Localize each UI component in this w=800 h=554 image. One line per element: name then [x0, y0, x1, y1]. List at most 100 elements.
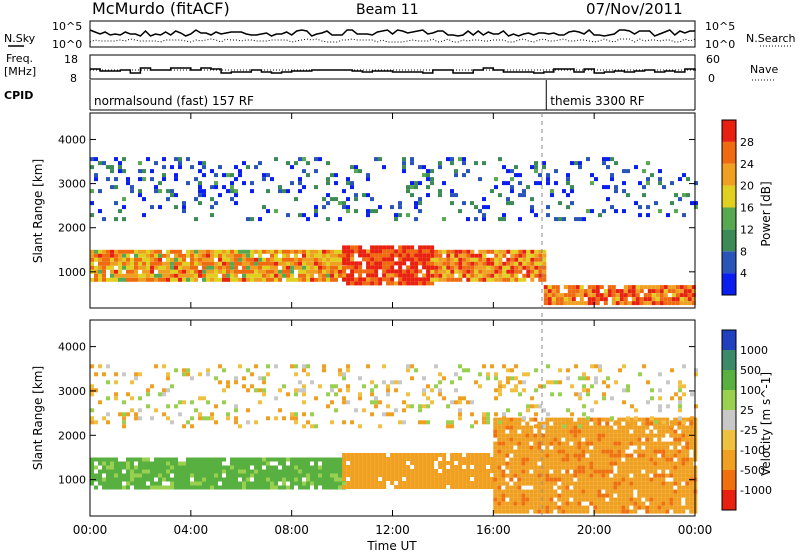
cell: [114, 269, 118, 274]
cell: [374, 277, 379, 282]
cell: [146, 485, 150, 490]
cell: [210, 277, 214, 282]
cell: [607, 293, 612, 298]
cell: [210, 457, 214, 462]
cell: [529, 505, 534, 510]
cell: [278, 469, 282, 474]
cell: [490, 261, 495, 266]
date-title: 07/Nov/2011: [586, 0, 683, 18]
cell: [422, 376, 426, 381]
cell: [521, 481, 526, 486]
cell: [553, 473, 558, 478]
cell: [378, 481, 383, 485]
cell: [589, 465, 594, 470]
cell: [294, 364, 298, 369]
cell: [474, 253, 479, 258]
cell: [517, 417, 522, 422]
cell: [613, 489, 618, 494]
cell: [162, 177, 166, 182]
cell: [434, 269, 439, 274]
cell: [254, 420, 258, 425]
cell: [661, 445, 666, 450]
cell: [641, 477, 646, 482]
cell: [274, 473, 278, 478]
cell: [669, 473, 674, 478]
cell: [438, 193, 442, 198]
cell: [198, 416, 202, 421]
cell: [653, 445, 658, 450]
cell: [662, 185, 666, 190]
cell: [521, 469, 526, 474]
cell: [478, 481, 483, 485]
cell: [330, 465, 334, 470]
cell: [525, 421, 530, 426]
cell: [497, 481, 502, 486]
cell: [398, 253, 403, 258]
cell: [410, 249, 415, 254]
cell: [661, 457, 666, 462]
cell: [154, 408, 158, 413]
cell: [454, 265, 459, 270]
cell: [505, 417, 510, 422]
cell: [603, 301, 608, 306]
cell: [106, 477, 110, 482]
cell: [574, 392, 578, 397]
cell: [422, 249, 427, 254]
cell: [430, 181, 434, 186]
cell: [442, 469, 447, 473]
colorbar-swatch: [722, 490, 736, 510]
cell: [681, 465, 686, 470]
cell: [513, 429, 518, 434]
cell: [486, 469, 491, 473]
cell: [653, 509, 658, 514]
cell: [478, 457, 483, 461]
cell: [517, 509, 522, 514]
cell: [398, 481, 403, 485]
cell: [530, 253, 535, 258]
cell: [374, 281, 379, 286]
cell: [274, 265, 278, 270]
cell: [150, 253, 154, 258]
cell: [498, 269, 503, 274]
cell: [663, 301, 668, 306]
cell: [162, 265, 166, 270]
cell: [414, 181, 418, 186]
cell: [378, 281, 383, 286]
cell: [579, 285, 584, 290]
cell: [450, 201, 454, 206]
cell: [677, 509, 682, 514]
cell: [566, 376, 570, 381]
cell: [134, 265, 138, 270]
cell: [553, 501, 558, 506]
cell: [533, 485, 538, 490]
cell: [513, 417, 518, 422]
cell: [262, 257, 266, 262]
cell: [497, 425, 502, 430]
cell: [430, 273, 435, 278]
cell: [382, 261, 387, 266]
cell: [234, 481, 238, 486]
cell: [569, 489, 574, 494]
cell: [493, 417, 498, 422]
cell: [310, 253, 314, 258]
cell: [649, 461, 654, 466]
cell: [565, 509, 570, 514]
cell: [601, 417, 606, 422]
cell: [505, 493, 510, 498]
cell: [454, 465, 459, 469]
cell: [350, 253, 355, 258]
cell: [450, 457, 455, 461]
cell: [326, 481, 330, 486]
cell: [474, 261, 479, 266]
cell: [110, 165, 114, 170]
cell: [665, 449, 670, 454]
cell: [609, 429, 614, 434]
cell: [314, 473, 318, 478]
cell: [673, 489, 678, 494]
cell: [597, 501, 602, 506]
cell: [622, 400, 626, 405]
cell: [578, 424, 582, 429]
cell: [653, 501, 658, 506]
cell: [669, 493, 674, 498]
cell: [577, 497, 582, 502]
